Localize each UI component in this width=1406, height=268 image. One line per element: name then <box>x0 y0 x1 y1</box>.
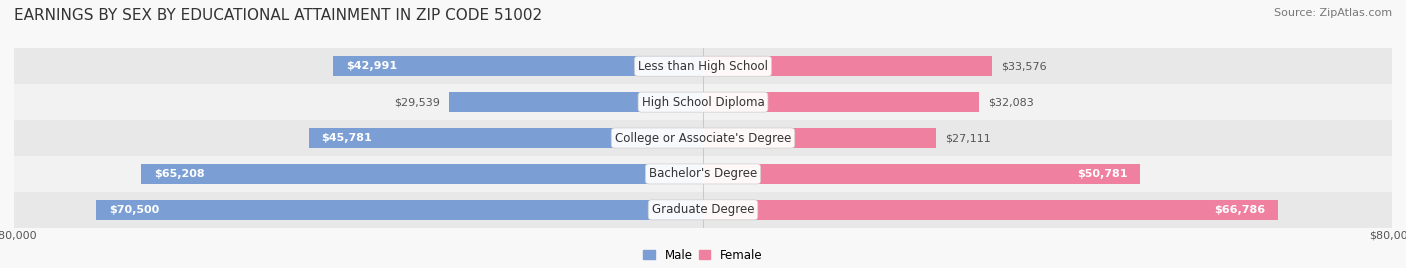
Bar <box>142 164 703 184</box>
Bar <box>14 84 1392 120</box>
Text: $33,576: $33,576 <box>1001 61 1046 71</box>
Text: $29,539: $29,539 <box>394 97 440 107</box>
Text: $65,208: $65,208 <box>155 169 205 179</box>
Bar <box>14 48 1392 84</box>
Text: $32,083: $32,083 <box>988 97 1033 107</box>
Bar <box>14 120 1392 156</box>
Bar <box>449 92 703 112</box>
Bar <box>309 128 703 148</box>
Text: High School Diploma: High School Diploma <box>641 96 765 109</box>
Bar <box>703 200 1278 220</box>
Bar <box>333 56 703 76</box>
Text: $70,500: $70,500 <box>108 205 159 215</box>
Text: Graduate Degree: Graduate Degree <box>652 203 754 216</box>
Bar <box>703 128 936 148</box>
Bar <box>703 56 993 76</box>
Text: $42,991: $42,991 <box>346 61 396 71</box>
Text: $66,786: $66,786 <box>1215 205 1265 215</box>
Text: $45,781: $45,781 <box>322 133 373 143</box>
Bar <box>14 156 1392 192</box>
Text: $50,781: $50,781 <box>1077 169 1128 179</box>
Legend: Male, Female: Male, Female <box>638 244 768 267</box>
Text: Source: ZipAtlas.com: Source: ZipAtlas.com <box>1274 8 1392 18</box>
Bar <box>703 92 980 112</box>
Text: Less than High School: Less than High School <box>638 60 768 73</box>
Text: EARNINGS BY SEX BY EDUCATIONAL ATTAINMENT IN ZIP CODE 51002: EARNINGS BY SEX BY EDUCATIONAL ATTAINMEN… <box>14 8 543 23</box>
Bar <box>96 200 703 220</box>
Bar <box>703 164 1140 184</box>
Bar <box>14 192 1392 228</box>
Text: College or Associate's Degree: College or Associate's Degree <box>614 132 792 144</box>
Text: $27,111: $27,111 <box>945 133 991 143</box>
Text: Bachelor's Degree: Bachelor's Degree <box>650 168 756 180</box>
